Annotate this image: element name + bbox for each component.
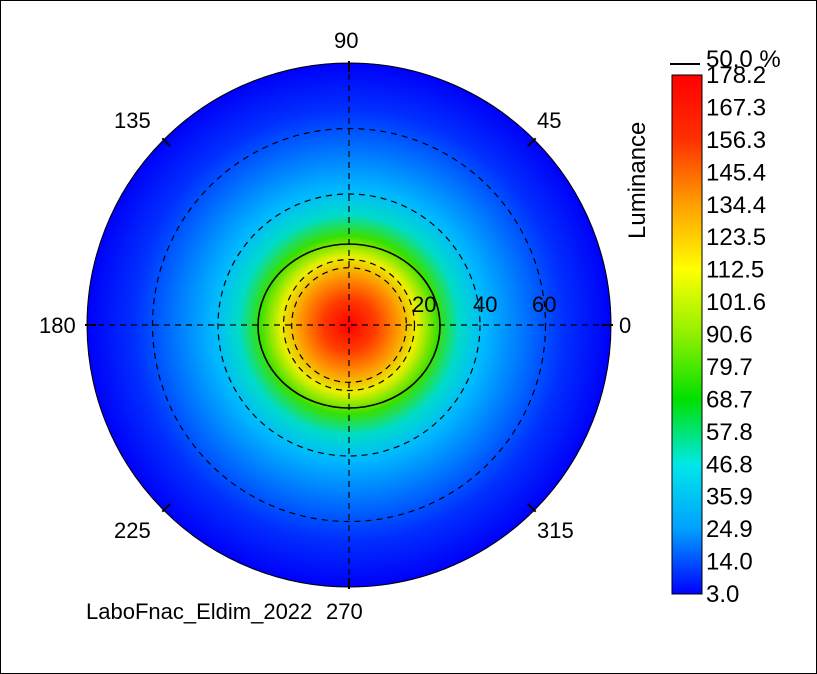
angle-label-0: 0 [619,313,631,338]
angle-tick-315 [527,503,537,513]
angle-labels: 0 45 90 135 180 225 270 315 [39,28,631,624]
polar-grid [87,63,611,587]
colorbar-tick-13: 35.9 [706,484,753,511]
grid-circle-60 [151,127,547,523]
angle-tick-225 [161,503,171,513]
colorbar-tick-12: 46.8 [706,451,753,478]
colorbar-tick-1: 167.3 [706,94,766,121]
colorbar-tick-15: 14.0 [706,549,753,576]
colorbar-tick-0: 178.2 [706,62,766,89]
angle-label-180: 180 [39,313,76,338]
radial-labels: 20 40 60 [412,292,556,317]
colorbar-tick-7: 101.6 [706,289,766,316]
radial-label-20: 20 [412,292,436,317]
angle-label-225: 225 [114,518,151,543]
colorbar-tick-2: 156.3 [706,127,766,154]
luminance-field [87,63,611,587]
angle-label-135: 135 [114,108,151,133]
colorbar-tick-8: 90.6 [706,322,753,349]
colorbar-tick-6: 112.5 [706,257,764,284]
angle-label-315: 315 [537,518,574,543]
colorbar: 50.0 % Luminance 178.2 167.3 156.3 145.4 134… [624,46,781,608]
luminance-heatmap [87,63,611,587]
colorbar-tick-labels: 178.2 167.3 156.3 145.4 134.4 123.5 112.5 101.6… [706,62,766,608]
angle-tick-45 [527,137,537,147]
contour-legend-label: 50.0 % [706,46,781,73]
grid-circle-40 [217,193,481,457]
colorbar-tick-3: 145.4 [706,159,766,186]
colorbar-gradient [672,75,702,594]
colorbar-tick-9: 79.7 [706,354,753,381]
colorbar-tick-16: 3.0 [706,581,739,608]
colorbar-border [671,74,703,595]
angle-label-90: 90 [334,28,358,53]
colorbar-tick-10: 68.7 [706,386,753,413]
radial-label-40: 40 [473,292,497,317]
angle-tick-135 [161,137,171,147]
colorbar-tick-11: 57.8 [706,419,753,446]
angle-label-45: 45 [537,108,561,133]
colorbar-title: Luminance [624,122,651,239]
grid-circle-20 [282,258,416,392]
radial-label-60: 60 [532,292,556,317]
colorbar-tick-5: 123.5 [706,224,766,251]
source-label: LaboFnac_Eldim_2022 [86,599,312,624]
colorbar-tick-4: 134.4 [706,192,766,219]
angle-tick-marks [85,61,613,589]
angle-label-270: 270 [326,599,363,624]
colorbar-tick-14: 24.9 [706,516,753,543]
